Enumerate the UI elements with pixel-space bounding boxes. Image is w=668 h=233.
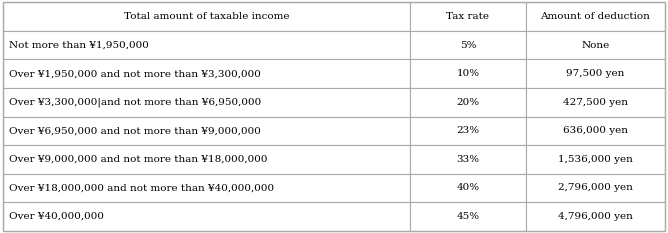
Text: Not more than ¥1,950,000: Not more than ¥1,950,000 <box>9 41 148 50</box>
Bar <box>526 145 665 174</box>
Bar <box>410 59 526 88</box>
Text: Over ¥18,000,000 and not more than ¥40,000,000: Over ¥18,000,000 and not more than ¥40,0… <box>9 183 274 192</box>
Bar <box>526 59 665 88</box>
Bar <box>526 174 665 202</box>
Text: 40%: 40% <box>456 183 480 192</box>
Bar <box>3 31 410 59</box>
Text: 10%: 10% <box>456 69 480 78</box>
Text: Amount of deduction: Amount of deduction <box>540 12 650 21</box>
Text: 1,536,000 yen: 1,536,000 yen <box>558 155 633 164</box>
Text: 5%: 5% <box>460 41 476 50</box>
Bar <box>410 2 526 31</box>
Text: 33%: 33% <box>456 155 480 164</box>
Bar <box>410 116 526 145</box>
Bar <box>526 116 665 145</box>
Bar <box>3 88 410 116</box>
Text: Over ¥40,000,000: Over ¥40,000,000 <box>9 212 104 221</box>
Text: Over ¥6,950,000 and not more than ¥9,000,000: Over ¥6,950,000 and not more than ¥9,000… <box>9 126 261 135</box>
Bar <box>3 145 410 174</box>
Bar <box>410 145 526 174</box>
Bar <box>3 116 410 145</box>
Bar <box>526 202 665 231</box>
Bar <box>410 202 526 231</box>
Text: None: None <box>581 41 609 50</box>
Text: 97,500 yen: 97,500 yen <box>566 69 625 78</box>
Text: 2,796,000 yen: 2,796,000 yen <box>558 183 633 192</box>
Bar <box>410 88 526 116</box>
Bar <box>3 2 410 31</box>
Text: 45%: 45% <box>456 212 480 221</box>
Bar <box>3 202 410 231</box>
Text: Over ¥9,000,000 and not more than ¥18,000,000: Over ¥9,000,000 and not more than ¥18,00… <box>9 155 267 164</box>
Text: Total amount of taxable income: Total amount of taxable income <box>124 12 289 21</box>
Text: 4,796,000 yen: 4,796,000 yen <box>558 212 633 221</box>
Bar <box>526 88 665 116</box>
Text: Over ¥3,300,000|and not more than ¥6,950,000: Over ¥3,300,000|and not more than ¥6,950… <box>9 97 261 107</box>
Bar <box>3 174 410 202</box>
Bar <box>410 31 526 59</box>
Text: 20%: 20% <box>456 98 480 107</box>
Bar <box>526 31 665 59</box>
Text: Tax rate: Tax rate <box>446 12 490 21</box>
Bar <box>410 174 526 202</box>
Text: Over ¥1,950,000 and not more than ¥3,300,000: Over ¥1,950,000 and not more than ¥3,300… <box>9 69 261 78</box>
Text: 427,500 yen: 427,500 yen <box>562 98 628 107</box>
Text: 23%: 23% <box>456 126 480 135</box>
Bar <box>3 59 410 88</box>
Bar <box>526 2 665 31</box>
Text: 636,000 yen: 636,000 yen <box>562 126 628 135</box>
